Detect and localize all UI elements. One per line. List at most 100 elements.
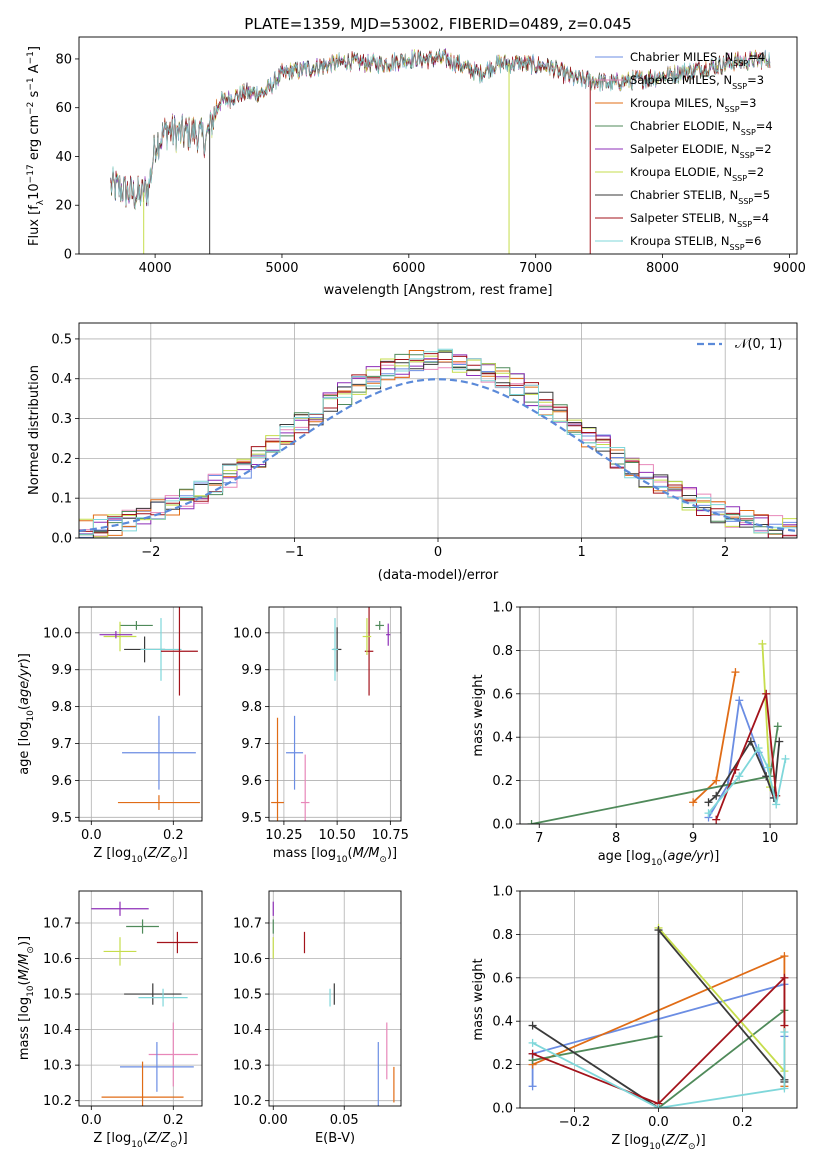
y-tick-label: 0.3 <box>51 412 72 427</box>
y-tick-label: 10.7 <box>43 916 72 931</box>
y-tick-label: 0.8 <box>492 644 513 659</box>
x-tick-label: 0.05 <box>330 1113 359 1128</box>
x-axis-label: (data-model)/error <box>378 568 499 583</box>
x-axis-label: Z [log10(Z/Z⊙)] <box>93 846 187 865</box>
axes-frame <box>78 890 203 1107</box>
figure-title: PLATE=1359, MJD=53002, FIBERID=0489, z=0… <box>244 15 631 33</box>
x-tick-label: 7 <box>535 831 543 846</box>
y-tick-label: 10.7 <box>233 916 262 931</box>
x-tick-label: 10.50 <box>319 828 356 843</box>
x-axis-label: age [log10(age/yr)] <box>598 849 720 868</box>
y-tick-label: 9.9 <box>241 663 262 678</box>
y-tick-label: 0.2 <box>51 452 72 467</box>
plot-area <box>79 348 797 538</box>
x-tick-label: 0.2 <box>163 828 184 843</box>
axes-frame <box>268 890 402 1107</box>
y-tick-label: 0 <box>64 248 72 263</box>
legend-label: Kroupa STELIB, NSSP=6 <box>630 234 761 252</box>
y-tick-label: 10.3 <box>43 1059 72 1074</box>
y-tick-label: 9.6 <box>51 774 72 789</box>
plot-area <box>271 607 391 821</box>
y-tick-label: 10.3 <box>233 1059 262 1074</box>
y-tick-label: 9.7 <box>51 737 72 752</box>
mass-weight-line <box>532 975 786 1105</box>
y-tick-label: 10.4 <box>233 1023 262 1038</box>
x-axis-label: Z [log10(Z/Z⊙)] <box>611 1133 705 1152</box>
y-axis-label: mass weight <box>471 674 486 756</box>
x-tick-label: 6000 <box>392 261 425 276</box>
x-tick-label: 0 <box>434 545 442 560</box>
panel-mass-weight-vs-z: −0.2 0.0 0.2 0.0 0.2 0.4 0.6 0.8 1.0 Z [log10(Z/Z… <box>471 885 798 1152</box>
y-tick-label: 20 <box>55 199 72 214</box>
y-tick-label: 40 <box>55 150 72 165</box>
axes-frame <box>78 606 203 822</box>
x-tick-label: 10 <box>762 831 779 846</box>
x-tick-label: 0.0 <box>81 828 102 843</box>
y-tick-label: 10.0 <box>233 626 262 641</box>
y-tick-label: 10.2 <box>43 1094 72 1109</box>
y-tick-label: 0.5 <box>51 332 72 347</box>
x-tick-label: 8 <box>612 831 620 846</box>
y-tick-label: 9.7 <box>241 737 262 752</box>
y-tick-label: 0.8 <box>492 928 513 943</box>
y-tick-label: 9.6 <box>241 774 262 789</box>
axes-frame <box>519 606 798 825</box>
x-tick-label: 0.0 <box>81 1113 102 1128</box>
mass-weight-line <box>707 746 787 814</box>
legend-label: Salpeter MILES, NSSP=3 <box>630 73 764 91</box>
y-axis-label: mass weight <box>471 958 486 1040</box>
y-axis-label: age [log10(age/yr)] <box>17 653 36 775</box>
plot-area <box>99 607 200 810</box>
y-tick-label: 9.8 <box>51 700 72 715</box>
panel-mass-weight-vs-age: 7 8 9 10 0.0 0.2 0.4 0.6 0.8 1.0 age [log10(age/yr… <box>471 601 798 868</box>
y-tick-label: 9.8 <box>241 700 262 715</box>
legend-label: Kroupa ELODIE, NSSP=2 <box>630 165 764 183</box>
y-tick-label: 0.4 <box>492 1015 513 1030</box>
y-tick-label: 0.0 <box>492 1102 513 1117</box>
x-tick-label: 10.75 <box>372 828 409 843</box>
normal-reference-curve <box>79 378 797 533</box>
x-tick-label: 9000 <box>773 261 806 276</box>
y-tick-label: 60 <box>55 101 72 116</box>
y-tick-label: 80 <box>55 52 72 67</box>
x-tick-label: 4000 <box>139 261 172 276</box>
panel-mass-vs-e-b-v-: 0.00 0.05 10.2 10.3 10.4 10.5 10.6 10.7 E(B-V) <box>233 890 402 1146</box>
plot-area <box>110 47 771 254</box>
y-tick-label: 10.4 <box>43 1023 72 1038</box>
y-tick-label: 0.6 <box>492 687 513 702</box>
axes-frame <box>519 890 798 1109</box>
y-tick-label: 10.6 <box>43 952 72 967</box>
y-axis-label: Normed distribution <box>27 365 42 495</box>
x-tick-label: 10.25 <box>265 828 302 843</box>
y-tick-label: 9.9 <box>51 663 72 678</box>
panel-age-vs-mass: 10.25 10.50 10.75 9.5 9.6 9.7 9.8 9.9 10.0 mass [… <box>233 606 409 865</box>
y-tick-label: 1.0 <box>492 885 513 900</box>
spectrum-line <box>110 49 771 209</box>
plot-area <box>528 923 789 1108</box>
mass-weight-line <box>715 693 778 821</box>
y-tick-label: 0.0 <box>492 818 513 833</box>
y-axis-label: Flux [fλ10−17 erg cm−2 s−1 A−1] <box>26 46 46 246</box>
x-axis-label: Z [log10(Z/Z⊙)] <box>93 1131 187 1150</box>
mass-weight-line <box>532 927 786 1108</box>
panel-spectrum: 4000 5000 6000 7000 8000 9000 0 20 40 60 80 Chabrie… <box>26 36 806 298</box>
legend-label: Salpeter ELODIE, NSSP=2 <box>630 142 772 160</box>
panel-residual-histogram: −2 −1 0 1 2 0.0 0.1 0.2 0.3 0.4 0.5 𝒩(0, 1) (data-mo… <box>27 322 798 583</box>
x-tick-label: 0.0 <box>648 1115 669 1130</box>
y-tick-label: 1.0 <box>492 601 513 616</box>
legend-label: Chabrier ELODIE, NSSP=4 <box>630 119 773 137</box>
y-tick-label: 0.1 <box>51 492 72 507</box>
x-axis-label: mass [log10(M/M⊙)] <box>273 846 397 865</box>
y-tick-label: 9.5 <box>51 811 72 826</box>
x-tick-label: 0.2 <box>732 1115 753 1130</box>
y-tick-label: 0.2 <box>492 1058 513 1073</box>
plot-area <box>91 901 198 1106</box>
y-tick-label: 0.4 <box>492 731 513 746</box>
x-tick-label: 7000 <box>519 261 552 276</box>
mass-weight-line <box>532 1032 786 1108</box>
legend-label: Kroupa MILES, NSSP=3 <box>630 96 756 114</box>
axes-frame <box>78 36 798 255</box>
plot-area <box>527 639 790 824</box>
plot-area <box>272 901 395 1106</box>
